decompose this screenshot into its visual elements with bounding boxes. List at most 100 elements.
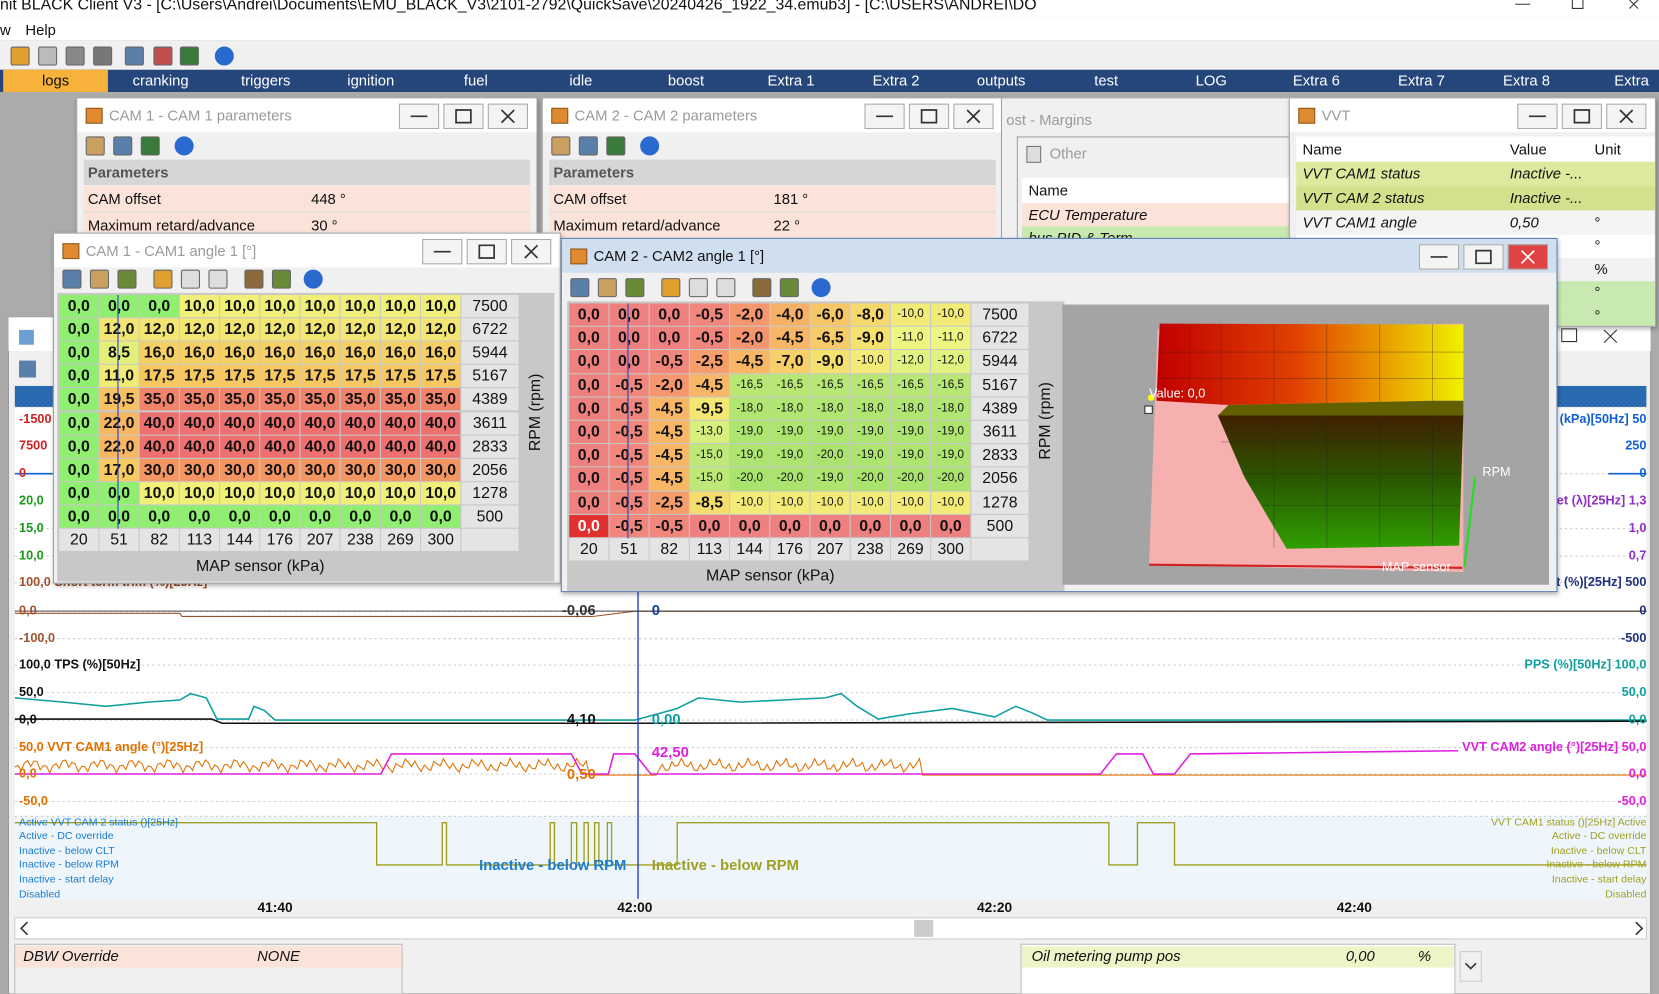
table-cell[interactable]: 17,0 bbox=[99, 458, 139, 481]
table-cell[interactable]: -2,0 bbox=[649, 373, 689, 397]
table-cell[interactable]: 12,0 bbox=[340, 318, 380, 341]
table-cell[interactable]: -19,0 bbox=[890, 420, 931, 444]
table-cell[interactable]: 0,0 bbox=[340, 505, 380, 528]
table-cell[interactable]: -0,5 bbox=[609, 420, 649, 444]
table-cell[interactable]: 0,0 bbox=[569, 467, 609, 491]
table-cell[interactable]: 40,0 bbox=[220, 411, 260, 435]
table-cell[interactable]: -16,5 bbox=[931, 373, 971, 397]
table-cell[interactable]: 10,0 bbox=[340, 481, 380, 505]
table-cell[interactable]: -4,5 bbox=[730, 350, 770, 373]
table-cell[interactable]: -0,5 bbox=[609, 373, 649, 397]
table-cell[interactable]: -0,5 bbox=[609, 397, 649, 420]
maximize-button[interactable] bbox=[443, 103, 484, 130]
table-cell[interactable]: 40,0 bbox=[421, 435, 461, 458]
table-cell[interactable]: 19,5 bbox=[99, 388, 139, 411]
table-cell[interactable]: -10,0 bbox=[730, 491, 770, 514]
table-cell[interactable]: 17,5 bbox=[340, 365, 380, 388]
table-cell[interactable]: 0,0 bbox=[59, 458, 99, 481]
table-cell[interactable]: 35,0 bbox=[179, 388, 220, 411]
table-cell[interactable]: 30,0 bbox=[300, 458, 340, 481]
table-cell[interactable]: -19,0 bbox=[931, 420, 971, 444]
toolbar-icon[interactable] bbox=[89, 269, 109, 289]
table-cell[interactable]: 0,0 bbox=[649, 303, 689, 326]
table-cell[interactable]: -19,0 bbox=[810, 420, 850, 444]
table-cell[interactable]: 30,0 bbox=[220, 458, 260, 481]
tab[interactable]: cranking bbox=[132, 71, 189, 89]
table-cell[interactable]: 17,5 bbox=[220, 365, 260, 388]
toolbar-icon[interactable] bbox=[570, 278, 590, 298]
table-cell[interactable]: 40,0 bbox=[300, 411, 340, 435]
toolbar-icon[interactable] bbox=[578, 136, 598, 156]
close-button[interactable] bbox=[953, 103, 994, 130]
table-cell[interactable]: 11,0 bbox=[99, 365, 139, 388]
table-cell[interactable]: 16,0 bbox=[300, 341, 340, 365]
table-cell[interactable]: 17,5 bbox=[139, 365, 179, 388]
tab[interactable]: ignition bbox=[347, 71, 395, 89]
table-cell[interactable]: 12,0 bbox=[99, 318, 139, 341]
table-cell[interactable]: 10,0 bbox=[421, 295, 461, 318]
toolbar-icon[interactable] bbox=[716, 278, 736, 298]
table-cell[interactable]: -8,5 bbox=[689, 491, 730, 514]
toolbar-icon[interactable] bbox=[10, 46, 30, 66]
table-cell[interactable]: 30,0 bbox=[260, 458, 300, 481]
table-cell[interactable]: 40,0 bbox=[260, 411, 300, 435]
tab[interactable]: Extra 2 bbox=[872, 71, 920, 89]
table-cell[interactable]: -10,0 bbox=[890, 303, 931, 326]
table-cell[interactable]: 0,0 bbox=[609, 303, 649, 326]
table-cell[interactable]: 0,0 bbox=[931, 514, 971, 538]
table-cell[interactable]: 10,0 bbox=[179, 481, 220, 505]
table-cell[interactable]: 12,0 bbox=[260, 318, 300, 341]
table-cell[interactable]: 40,0 bbox=[139, 435, 179, 458]
menu-item[interactable]: w bbox=[0, 21, 11, 39]
maximize-button[interactable] bbox=[908, 103, 950, 130]
table-cell[interactable]: -16,5 bbox=[810, 373, 850, 397]
table-cell[interactable]: -0,5 bbox=[609, 514, 649, 538]
table-cell[interactable]: 40,0 bbox=[421, 411, 461, 435]
table-cell[interactable]: 0,0 bbox=[59, 505, 99, 528]
toolbar-icon[interactable] bbox=[65, 46, 85, 66]
table-cell[interactable]: 16,0 bbox=[139, 341, 179, 365]
help-icon[interactable] bbox=[640, 136, 660, 156]
table-cell[interactable]: 0,0 bbox=[569, 420, 609, 444]
table-cell[interactable]: 17,5 bbox=[260, 365, 300, 388]
table-cell[interactable]: -18,0 bbox=[850, 397, 890, 420]
table-cell[interactable]: 0,0 bbox=[569, 514, 609, 538]
tab[interactable]: boost bbox=[667, 71, 705, 89]
table-cell[interactable]: -19,0 bbox=[810, 467, 850, 491]
table-cell[interactable]: 12,0 bbox=[380, 318, 421, 341]
table-cell[interactable]: 0,0 bbox=[569, 350, 609, 373]
table-cell[interactable]: -15,0 bbox=[689, 444, 730, 467]
table-cell[interactable]: 0,0 bbox=[99, 505, 139, 528]
table-cell[interactable]: -19,0 bbox=[730, 420, 770, 444]
tab[interactable]: logs bbox=[3, 69, 108, 92]
menu-item[interactable]: Help bbox=[25, 21, 56, 39]
table-cell[interactable]: -19,0 bbox=[850, 420, 890, 444]
table-cell[interactable]: -16,5 bbox=[890, 373, 931, 397]
table-cell[interactable]: 12,0 bbox=[139, 318, 179, 341]
table-cell[interactable]: 10,0 bbox=[220, 295, 260, 318]
table-cell[interactable]: -10,0 bbox=[890, 491, 931, 514]
table-cell[interactable]: 16,0 bbox=[340, 341, 380, 365]
table-cell[interactable]: -0,5 bbox=[609, 444, 649, 467]
toolbar-icon[interactable] bbox=[85, 136, 105, 156]
toolbar-icon[interactable] bbox=[597, 278, 617, 298]
table-cell[interactable]: 10,0 bbox=[260, 481, 300, 505]
table-cell[interactable]: 22,0 bbox=[99, 435, 139, 458]
table-cell[interactable]: 0,0 bbox=[59, 481, 99, 505]
table-cell[interactable]: 30,0 bbox=[179, 458, 220, 481]
toolbar-icon[interactable] bbox=[625, 278, 645, 298]
toolbar-icon[interactable] bbox=[117, 269, 137, 289]
toolbar-icon[interactable] bbox=[661, 278, 681, 298]
table-cell[interactable]: 35,0 bbox=[380, 388, 421, 411]
table-cell[interactable]: -19,0 bbox=[770, 420, 810, 444]
minimize-button[interactable] bbox=[1517, 103, 1558, 130]
tab[interactable]: Extra 1 bbox=[767, 71, 815, 89]
table-cell[interactable]: 10,0 bbox=[300, 481, 340, 505]
help-icon[interactable] bbox=[811, 278, 831, 298]
table-cell[interactable]: 12,0 bbox=[220, 318, 260, 341]
table-cell[interactable]: 16,0 bbox=[421, 341, 461, 365]
help-icon[interactable] bbox=[214, 46, 234, 66]
table-cell[interactable]: 16,0 bbox=[380, 341, 421, 365]
toolbar-icon[interactable] bbox=[752, 278, 772, 298]
help-icon[interactable] bbox=[303, 269, 323, 289]
